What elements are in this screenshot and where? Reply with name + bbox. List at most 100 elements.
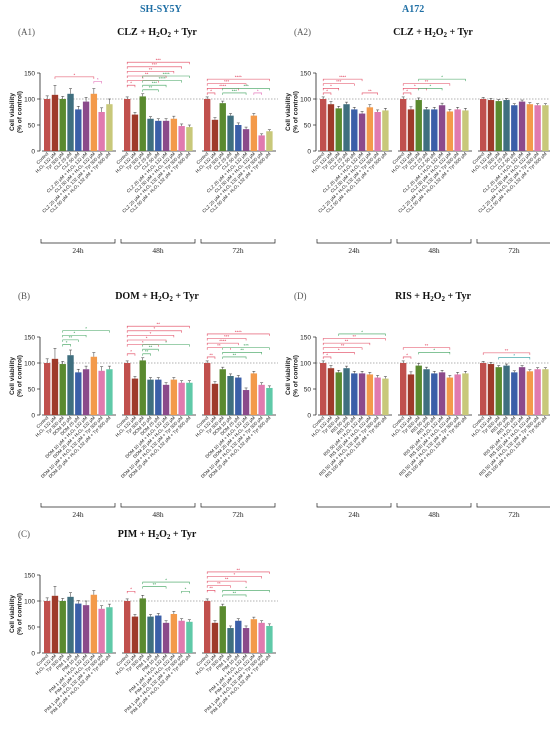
- bar: [438, 372, 446, 415]
- y-tick-label: 100: [24, 97, 35, 104]
- significance-bracket: [126, 66, 182, 69]
- bar: [454, 374, 461, 415]
- bar: [423, 109, 430, 151]
- bar: [534, 369, 541, 415]
- significance-label: *: [130, 81, 132, 86]
- bar: [106, 607, 113, 653]
- significance-bracket: [142, 75, 190, 78]
- y-tick-label: 0: [307, 149, 311, 156]
- bar: [454, 109, 461, 151]
- significance-label: **: [368, 88, 372, 93]
- significance-label: *: [234, 572, 236, 577]
- time-group-label: 48h: [428, 510, 440, 519]
- bar: [358, 113, 366, 151]
- bar: [335, 108, 342, 151]
- chart-title: CLZ + H2O2 + Tyr: [393, 27, 473, 39]
- significance-label: ****: [219, 339, 226, 344]
- significance-bracket: [206, 333, 270, 336]
- significance-label: **: [345, 339, 349, 344]
- bar: [542, 369, 549, 415]
- time-group-bracket: [316, 503, 392, 508]
- significance-bracket: [402, 356, 412, 359]
- bar: [227, 628, 234, 653]
- y-axis-label-line: (% of control): [293, 91, 300, 133]
- significance-label: **: [237, 567, 241, 572]
- bar: [155, 379, 162, 415]
- bar: [374, 377, 381, 415]
- significance-label: *: [406, 352, 408, 357]
- bar: [82, 369, 90, 415]
- bar: [155, 615, 162, 653]
- significance-label: *: [441, 75, 443, 80]
- significance-label: *: [150, 331, 152, 336]
- y-tick-label: 150: [300, 71, 311, 78]
- significance-label: *: [165, 340, 167, 345]
- significance-label: **: [233, 590, 237, 595]
- bar: [124, 363, 131, 415]
- significance-bracket: [126, 61, 190, 65]
- bar: [44, 363, 51, 415]
- y-tick-label: 150: [24, 71, 35, 78]
- significance-label: *: [146, 335, 148, 340]
- significance-bracket: [142, 344, 190, 347]
- significance-bracket: [361, 92, 378, 95]
- bar: [44, 601, 51, 653]
- bar: [250, 373, 258, 415]
- significance-bracket: [222, 594, 247, 597]
- bar: [431, 373, 438, 415]
- significance-label: *: [142, 76, 144, 81]
- bar: [106, 369, 113, 415]
- time-group-label: 48h: [428, 246, 440, 255]
- bar: [211, 383, 219, 415]
- time-group-bracket: [396, 503, 472, 508]
- significance-bracket: [126, 84, 136, 88]
- bar: [90, 93, 98, 151]
- y-tick-label: 100: [300, 97, 311, 104]
- significance-label: **: [153, 582, 157, 587]
- bar: [186, 127, 193, 151]
- bar: [147, 616, 154, 653]
- significance-label: **: [425, 343, 429, 348]
- significance-bracket: [402, 88, 427, 91]
- bar: [211, 119, 219, 151]
- significance-bracket: [322, 347, 363, 350]
- significance-bracket: [418, 352, 451, 355]
- bar: [147, 379, 154, 415]
- significance-label: *: [74, 331, 76, 336]
- bar: [258, 135, 265, 151]
- bar: [258, 622, 265, 653]
- bar: [227, 376, 234, 415]
- chart-title-part: O: [434, 291, 442, 302]
- bar: [511, 105, 518, 151]
- significance-bracket: [338, 333, 386, 336]
- significance-label: **: [149, 67, 153, 72]
- significance-label: *: [154, 326, 156, 331]
- significance-bracket: [142, 353, 151, 356]
- significance-bracket: [402, 83, 451, 86]
- significance-bracket: [126, 325, 190, 329]
- chart-title-part: O: [436, 27, 444, 38]
- bar: [98, 112, 105, 151]
- bar: [235, 125, 242, 151]
- significance-bracket: [322, 83, 355, 86]
- bar: [335, 372, 342, 415]
- bar: [75, 603, 82, 653]
- y-tick-label: 150: [24, 573, 35, 580]
- chart-title-part: 2: [167, 533, 171, 541]
- y-tick-label: 0: [31, 149, 35, 156]
- chart-title-part: + Tyr: [445, 291, 471, 302]
- y-axis-label: Cell viability(% of control): [285, 355, 300, 397]
- chart-title-part: RIS + H: [395, 291, 430, 302]
- bar: [495, 367, 502, 415]
- y-axis-label: Cell viability(% of control): [9, 91, 24, 133]
- significance-label: ***: [224, 334, 230, 339]
- bar: [98, 370, 105, 415]
- time-group-bracket: [476, 503, 550, 508]
- bar: [415, 100, 422, 151]
- significance-bracket: [142, 348, 159, 352]
- bar: [235, 377, 242, 415]
- chart-title-part: 2: [432, 31, 436, 39]
